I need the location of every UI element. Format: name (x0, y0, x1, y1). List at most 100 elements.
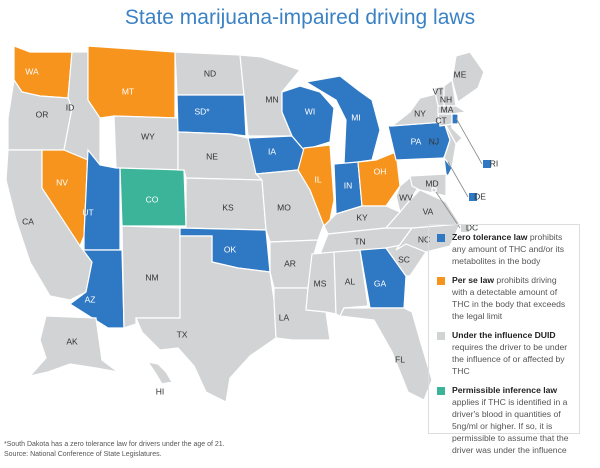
state-label: MD (425, 178, 438, 188)
state-label: RI (490, 158, 499, 168)
state-label: ND (204, 68, 216, 78)
state-wi: WI (281, 85, 335, 151)
leader-line (447, 161, 469, 198)
state-shape (87, 45, 176, 119)
legend-label: Zero tolerance law (452, 232, 528, 242)
state-label: GA (374, 278, 387, 288)
state-mt: MT (87, 45, 176, 119)
state-label: IL (314, 174, 321, 184)
legend-item-permissible-inference: Permissible inference law applies if THC… (437, 384, 573, 456)
state-label: FL (395, 354, 405, 364)
state-label: OH (374, 166, 387, 176)
legend-label: Permissible inference law (452, 385, 558, 395)
state-nm: NM (121, 225, 181, 329)
state-label: PA (411, 136, 422, 146)
state-label: VT (433, 86, 444, 96)
state-label: SD* (194, 106, 210, 116)
state-shape (437, 105, 468, 115)
state-label: NV (56, 177, 68, 187)
state-label: NC (418, 234, 430, 244)
state-sd: SD* (176, 94, 247, 137)
state-label: NH (440, 94, 452, 104)
legend-item-duid: Under the influence DUID requires the dr… (437, 329, 573, 377)
legend-item-zero-tolerance: Zero tolerance law prohibits any amount … (437, 231, 573, 267)
state-label: NE (206, 151, 218, 161)
state-label: MI (351, 112, 360, 122)
legend-swatch (437, 332, 445, 340)
state-mi: MI (304, 75, 381, 165)
state-hi: HI (146, 361, 173, 396)
state-label: MS (314, 278, 327, 288)
state-label: MO (277, 202, 291, 212)
state-md: MD (409, 173, 447, 197)
legend: Zero tolerance law prohibits any amount … (428, 224, 580, 455)
state-label: AR (284, 258, 296, 268)
state-ia: IA (247, 135, 305, 175)
footnotes: *South Dakota has a zero tolerance law f… (4, 440, 225, 460)
state-label: MT (122, 86, 134, 96)
state-ut: UT (82, 148, 121, 251)
state-co: CO (119, 167, 187, 227)
state-ri: RI (451, 113, 499, 168)
state-label: AK (66, 336, 78, 346)
state-label: UT (82, 207, 93, 217)
leader-line (455, 117, 483, 165)
state-shape (359, 247, 407, 309)
state-shape (146, 361, 173, 385)
state-fl: FL (339, 307, 433, 401)
state-label: CO (146, 194, 159, 204)
state-shape (451, 51, 485, 103)
source-note: Source: National Conference of State Leg… (4, 451, 162, 458)
legend-description: prohibits any amount of THC and/or its m… (452, 232, 565, 266)
state-wa: WA (13, 45, 73, 99)
legend-description: prohibits driving with a detectable amou… (452, 275, 566, 321)
state-shape (83, 148, 121, 251)
state-label: IA (268, 146, 276, 156)
leader-line (435, 191, 461, 229)
state-label: CA (22, 216, 34, 226)
state-label: WI (305, 106, 315, 116)
state-shape (431, 187, 437, 193)
state-label: IN (344, 180, 353, 190)
state-wy: WY (113, 115, 179, 171)
state-label: DC (466, 222, 478, 232)
state-shape (28, 315, 119, 377)
state-nd: ND (174, 51, 245, 96)
state-ma: MA (437, 104, 468, 115)
state-label: OR (36, 109, 49, 119)
state-shape (409, 173, 447, 197)
state-tx: TX (135, 235, 277, 403)
state-label: KY (356, 212, 368, 222)
state-ak: AK (28, 315, 119, 377)
legend-swatch (437, 277, 445, 285)
state-label: NJ (429, 136, 439, 146)
legend-swatch (437, 234, 445, 242)
state-label: KS (222, 202, 234, 212)
state-shape (13, 45, 73, 99)
state-label: NM (145, 272, 158, 282)
legend-description: requires the driver to be under the infl… (452, 342, 568, 376)
state-ga: GA (359, 247, 407, 309)
state-label: OK (224, 244, 237, 254)
state-shape (304, 75, 381, 165)
state-label: HI (156, 386, 165, 396)
state-label: AL (345, 276, 356, 286)
state-label: ID (66, 102, 75, 112)
state-de: DE (443, 155, 486, 201)
state-shape (451, 113, 459, 125)
legend-description: applies if THC is identified in a driver… (452, 397, 569, 455)
state-label: CT (435, 115, 446, 125)
state-swatch (483, 160, 491, 168)
state-label: WY (141, 131, 155, 141)
state-pa: PA (387, 121, 451, 161)
state-label: ME (454, 69, 467, 79)
state-shape (113, 115, 179, 171)
state-label: SC (398, 254, 410, 264)
state-label: LA (279, 312, 290, 322)
legend-swatch (437, 387, 445, 395)
state-label: MN (265, 94, 278, 104)
state-ct: CT (435, 113, 453, 127)
state-shape (135, 235, 277, 403)
state-label: NY (414, 108, 426, 118)
state-label: MA (441, 104, 454, 114)
